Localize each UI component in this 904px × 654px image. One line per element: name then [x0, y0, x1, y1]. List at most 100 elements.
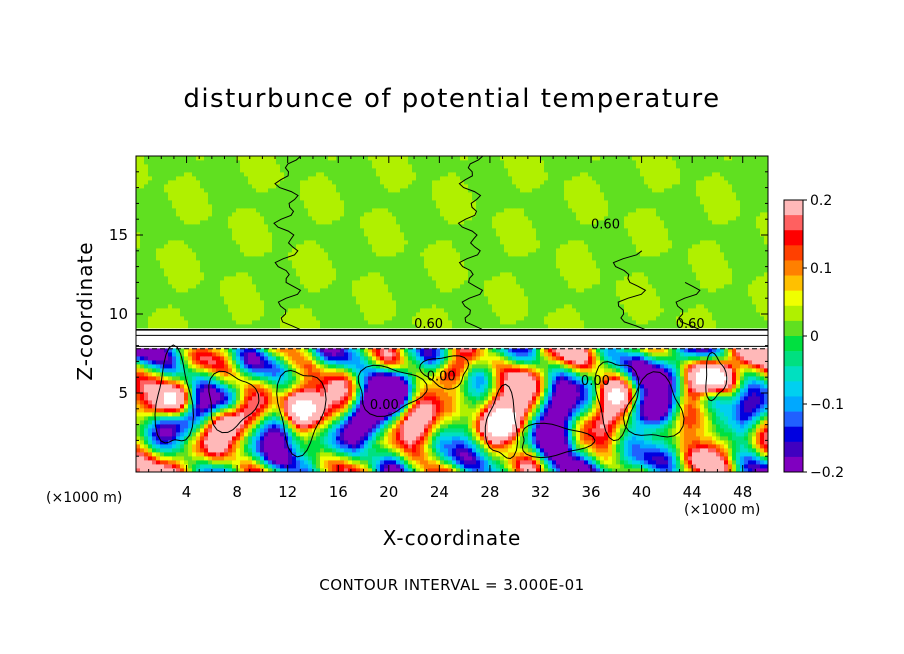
heatmap-cell	[508, 368, 513, 373]
heatmap-cell	[668, 436, 673, 441]
heatmap-cell	[584, 372, 589, 377]
heatmap-cell	[184, 372, 189, 377]
heatmap-cell	[408, 444, 413, 449]
heatmap-cell	[536, 424, 541, 429]
heatmap-cell	[172, 428, 177, 433]
heatmap-cell	[236, 468, 241, 472]
heatmap-cell	[436, 404, 441, 409]
heatmap-cell	[376, 348, 381, 353]
heatmap-cell	[296, 448, 301, 453]
heatmap-cell	[376, 468, 381, 472]
heatmap-cell	[208, 376, 213, 381]
heatmap-cell	[716, 352, 721, 357]
heatmap-cell	[264, 356, 269, 361]
heatmap-cell	[184, 380, 189, 385]
heatmap-cell	[628, 428, 633, 433]
heatmap-cell	[312, 392, 317, 397]
heatmap-cell	[176, 444, 181, 449]
heatmap-cell	[324, 420, 329, 425]
heatmap-cell	[252, 356, 257, 361]
heatmap-cell	[288, 456, 293, 461]
heatmap-cell	[212, 408, 217, 413]
heatmap-cell	[588, 416, 593, 421]
heatmap-cell	[248, 396, 253, 401]
heatmap-cell	[528, 412, 533, 417]
heatmap-cell	[744, 460, 749, 465]
heatmap-cell	[156, 436, 161, 441]
heatmap-cell	[284, 404, 289, 409]
heatmap-cell	[760, 420, 765, 425]
heatmap-cell	[620, 416, 625, 421]
heatmap-cell	[700, 428, 705, 433]
heatmap-cell	[616, 408, 621, 413]
heatmap-cell	[204, 440, 209, 445]
heatmap-cell	[752, 356, 757, 361]
heatmap-cell	[188, 440, 193, 445]
heatmap-cell	[228, 440, 233, 445]
heatmap-cell	[400, 432, 405, 437]
heatmap-cell	[192, 372, 197, 377]
heatmap-cell	[156, 460, 161, 465]
heatmap-cell	[592, 412, 597, 417]
heatmap-cell	[160, 400, 165, 405]
heatmap-cell	[204, 420, 209, 425]
heatmap-cell	[596, 364, 601, 369]
heatmap-cell	[736, 396, 741, 401]
heatmap-cell	[296, 388, 301, 393]
heatmap-cell	[568, 448, 573, 453]
heatmap-cell	[660, 448, 665, 453]
heatmap-cell	[584, 400, 589, 405]
heatmap-cell	[268, 456, 273, 461]
heatmap-cell	[692, 428, 697, 433]
heatmap-cell	[276, 396, 281, 401]
heatmap-cell	[584, 448, 589, 453]
heatmap-cell	[556, 364, 561, 369]
heatmap-cell	[632, 364, 637, 369]
heatmap-cell	[428, 448, 433, 453]
heatmap-cell	[660, 464, 665, 469]
heatmap-cell	[224, 464, 229, 469]
heatmap-cell	[436, 444, 441, 449]
heatmap-cell	[472, 400, 477, 405]
heatmap-cell	[544, 396, 549, 401]
heatmap-cell	[140, 440, 145, 445]
heatmap-cell	[676, 440, 681, 445]
heatmap-cell	[648, 420, 653, 425]
heatmap-cell	[668, 384, 673, 389]
heatmap-cell	[480, 424, 485, 429]
heatmap-cell	[220, 408, 225, 413]
heatmap-cell	[444, 408, 449, 413]
heatmap-cell	[284, 416, 289, 421]
heatmap-cell	[308, 400, 313, 405]
heatmap-cell	[516, 460, 521, 465]
heatmap-cell	[720, 352, 725, 357]
heatmap-cell	[516, 428, 521, 433]
heatmap-cell	[704, 432, 709, 437]
heatmap-cell	[212, 392, 217, 397]
heatmap-cell	[656, 384, 661, 389]
heatmap-cell	[292, 356, 297, 361]
heatmap-cell	[592, 452, 597, 457]
heatmap-cell	[496, 404, 501, 409]
heatmap-cell	[600, 396, 605, 401]
heatmap-cell	[244, 444, 249, 449]
heatmap-cell	[416, 388, 421, 393]
heatmap-cell	[644, 424, 649, 429]
heatmap-cell	[328, 376, 333, 381]
heatmap-cell	[136, 408, 141, 413]
heatmap-cell	[376, 460, 381, 465]
heatmap-cell	[604, 440, 609, 445]
heatmap-cell	[148, 432, 153, 437]
heatmap-cell	[688, 448, 693, 453]
heatmap-cell	[628, 408, 633, 413]
heatmap-cell	[348, 444, 353, 449]
heatmap-cell	[364, 396, 369, 401]
heatmap-cell	[380, 440, 385, 445]
heatmap-cell	[188, 444, 193, 449]
heatmap-cell	[580, 412, 585, 417]
heatmap-cell	[704, 452, 709, 457]
heatmap-cell	[168, 456, 173, 461]
heatmap-cell	[416, 392, 421, 397]
heatmap-cell	[308, 360, 313, 365]
heatmap-cell	[664, 432, 669, 437]
